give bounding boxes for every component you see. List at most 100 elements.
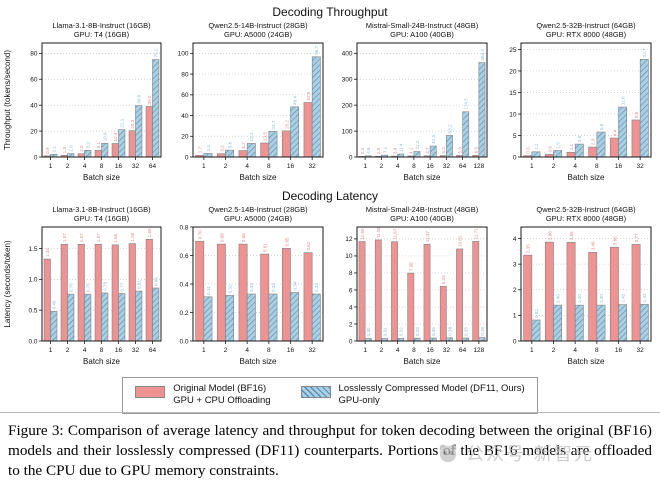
- x-tick-label: 64: [459, 163, 467, 170]
- y-tick-label: 100: [178, 51, 189, 58]
- bar-value-label: 0.32: [228, 284, 233, 293]
- bar-df11: [268, 131, 278, 158]
- y-tick-label: 25: [509, 47, 517, 54]
- x-tick-label: 1: [49, 347, 53, 354]
- x-tick-label: 16: [287, 163, 295, 170]
- bar-bf16: [260, 253, 270, 342]
- legend-label-bf16-line2: GPU + CPU Offloading: [173, 395, 271, 407]
- x-tick-label: 8: [100, 163, 104, 170]
- bar-bf16: [281, 130, 291, 158]
- x-tick-label: 4: [245, 347, 249, 354]
- bar-value-label: 0.76: [69, 283, 74, 292]
- bar-value-label: 0.31: [382, 327, 387, 336]
- y-tick-label: 40: [181, 113, 189, 120]
- bar-df11: [290, 292, 300, 342]
- bar-bf16: [303, 102, 313, 158]
- bar-value-label: 25.2: [284, 119, 289, 128]
- y-tick-label: 1: [513, 313, 517, 320]
- bar-bf16: [145, 239, 153, 342]
- x-axis-label: Batch size: [83, 173, 120, 182]
- x-tick-label: 4: [83, 163, 87, 170]
- x-tick-label: 2: [380, 163, 384, 170]
- bar-value-label: 20.3: [130, 119, 135, 128]
- x-tick-label: 16: [115, 347, 123, 354]
- bar-value-label: 11.71: [474, 228, 479, 240]
- bar-value-label: 1.5: [556, 142, 561, 149]
- chart-canvas: Mistral-Small-24B-Instruct (48GB)GPU: A1…: [345, 205, 488, 366]
- x-tick-label: 2: [552, 347, 556, 354]
- bar-df11: [118, 129, 126, 158]
- bar-value-label: 3.86: [547, 231, 552, 240]
- y-tick-label: 300: [342, 77, 353, 84]
- bar-value-label: 1.40: [556, 294, 561, 303]
- bar-value-label: 1.43: [642, 293, 647, 302]
- bar-bf16: [238, 243, 248, 342]
- x-tick-label: 8: [267, 163, 271, 170]
- bar-value-label: 2.4: [360, 148, 365, 155]
- y-tick-label: 40: [30, 102, 38, 109]
- chart-title-line1: Qwen2.5-32B-Instruct (64GB): [536, 21, 636, 30]
- x-tick-label: 8: [267, 347, 271, 354]
- bar-df11: [152, 59, 160, 158]
- bar-value-label: 3.46: [591, 241, 596, 250]
- bar-value-label: 6.6: [228, 141, 233, 148]
- bar-bf16: [407, 272, 415, 342]
- legend-item-bf16: Original Model (BF16) GPU + CPU Offloadi…: [135, 383, 271, 408]
- bar-df11: [67, 153, 75, 158]
- bar-value-label: 0.81: [137, 280, 142, 289]
- bar-value-label: 11.4: [399, 143, 404, 152]
- bar-value-label: 0.40: [480, 326, 485, 335]
- bar-df11: [118, 293, 126, 342]
- bar-value-label: 21.2: [415, 140, 420, 149]
- bar-value-label: 2.6: [69, 145, 74, 152]
- x-tick-label: 1: [202, 347, 206, 354]
- bar-value-label: 3.35: [526, 244, 531, 253]
- y-tick-label: 20: [509, 68, 517, 75]
- bar-bf16: [60, 243, 68, 342]
- bar-bf16: [281, 248, 291, 342]
- plot-border: [356, 42, 488, 158]
- x-tick-label: 4: [83, 347, 87, 354]
- plot-border: [192, 226, 324, 342]
- x-tick-label: 32: [132, 347, 140, 354]
- chart-throughput-qwen2-5-32b-rtx8000: Qwen2.5-32B-Instruct (64GB) GPU: RTX 8000…: [494, 20, 658, 188]
- bar-bf16: [195, 240, 205, 342]
- y-tick-label: 1.0: [28, 277, 37, 284]
- y-tick-label: 400: [342, 51, 353, 58]
- bar-value-label: 11.67: [392, 228, 397, 240]
- bar-df11: [203, 153, 213, 158]
- x-tick-label: 64: [459, 347, 467, 354]
- bar-value-label: 3.4: [206, 145, 211, 152]
- y-tick-label: 0.8: [179, 224, 188, 231]
- y-tick-label: 0.6: [179, 253, 188, 260]
- bar-bf16: [588, 252, 598, 342]
- x-tick-label: 1: [530, 163, 534, 170]
- bar-df11: [596, 131, 606, 158]
- chart-canvas: Qwen2.5-14B-Instruct (28GB)GPU: A5000 (2…: [178, 21, 324, 182]
- bar-bf16: [456, 248, 463, 342]
- y-tick-label: 0: [34, 154, 38, 161]
- bar-value-label: 0.33: [415, 327, 420, 336]
- x-tick-label: 64: [149, 163, 157, 170]
- bar-df11: [203, 296, 213, 342]
- x-tick-label: 1: [202, 163, 206, 170]
- bar-df11: [618, 304, 628, 342]
- chart-latency-llama-3-1-8b-t4: Llama-3.1-8B-Instruct (16GB) GPU: T4 (16G…: [2, 204, 166, 372]
- bar-value-label: 1.40: [599, 294, 604, 303]
- bar-value-label: 0.68: [219, 233, 224, 242]
- bar-value-label: 1.2: [534, 143, 539, 150]
- x-tick-label: 16: [287, 347, 295, 354]
- bar-value-label: 13.5: [263, 132, 268, 141]
- x-tick-label: 32: [309, 347, 317, 354]
- bar-value-label: 1.7: [198, 146, 203, 153]
- x-tick-label: 1: [363, 347, 367, 354]
- y-tick-label: 0.5: [28, 307, 37, 314]
- bar-bf16: [358, 241, 366, 342]
- bar-value-label: 21.1: [120, 118, 125, 127]
- y-tick-label: 4: [349, 304, 353, 311]
- y-tick-label: 80: [30, 51, 38, 58]
- bar-value-label: 1.42: [621, 293, 626, 302]
- chart-canvas: Llama-3.1-8B-Instruct (16GB)GPU: T4 (16G…: [3, 21, 162, 182]
- y-tick-label: 0: [513, 338, 517, 345]
- bar-value-label: 0.61: [263, 243, 268, 252]
